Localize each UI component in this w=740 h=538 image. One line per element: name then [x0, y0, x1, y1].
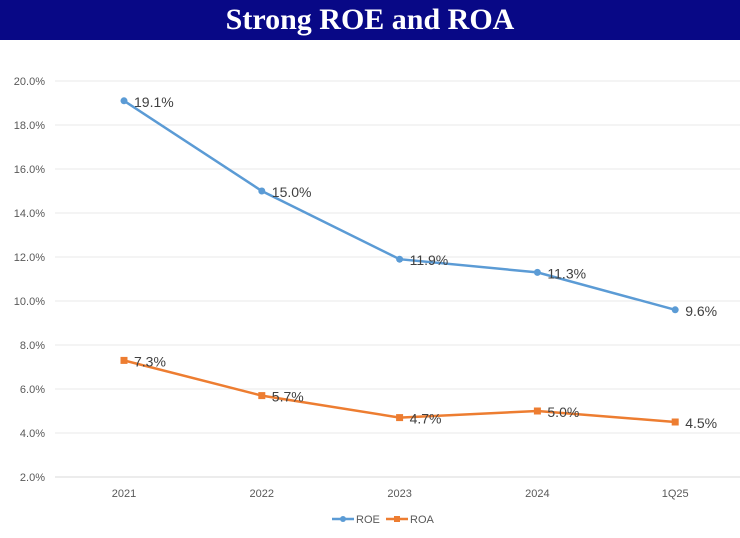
- x-tick-label: 2024: [525, 488, 549, 500]
- y-tick-label: 14.0%: [14, 208, 45, 220]
- roe-data-label: 9.6%: [685, 303, 717, 319]
- roe-point: [396, 255, 404, 263]
- roe-point: [258, 187, 266, 195]
- title-banner: Strong ROE and ROA: [0, 0, 740, 40]
- x-tick-label: 2023: [387, 488, 411, 500]
- roe-data-label: 11.3%: [547, 265, 586, 281]
- y-tick-label: 2.0%: [20, 472, 45, 484]
- roa-point: [396, 414, 404, 422]
- roe-line: [123, 99, 676, 312]
- roa-line: [123, 359, 676, 424]
- y-tick-label: 20.0%: [14, 76, 45, 88]
- roa-point: [258, 392, 266, 400]
- roe-point: [120, 97, 128, 105]
- page-title: Strong ROE and ROA: [225, 3, 515, 36]
- y-tick-label: 6.0%: [20, 384, 45, 396]
- y-tick-label: 16.0%: [14, 164, 45, 176]
- roe-data-label: 15.0%: [272, 184, 312, 200]
- x-tick-label: 1Q25: [662, 488, 689, 500]
- y-tick-label: 4.0%: [20, 428, 45, 440]
- roe-legend-label: ROE: [356, 514, 380, 526]
- x-tick-label: 2022: [250, 488, 274, 500]
- y-tick-label: 18.0%: [14, 120, 45, 132]
- x-tick-label: 2021: [112, 488, 136, 500]
- roe-data-label: 11.9%: [410, 252, 449, 268]
- roa-point: [120, 356, 128, 364]
- roa-data-label: 5.7%: [272, 389, 304, 405]
- roe-point: [533, 268, 541, 276]
- line-chart: 2.0% 4.0% 6.0% 8.0% 10.0% 12.0% 14.0% 16.0% 18.0…: [14, 76, 740, 526]
- roa-data-label: 4.7%: [410, 411, 442, 427]
- y-tick-label: 8.0%: [20, 340, 45, 352]
- roa-point: [533, 407, 541, 415]
- roa-data-label: 5.0%: [547, 404, 579, 420]
- roe-legend-marker: [340, 516, 346, 522]
- roe-point: [671, 306, 679, 314]
- roa-data-label: 4.5%: [685, 415, 717, 431]
- y-tick-label: 10.0%: [14, 296, 45, 308]
- roa-data-label: 7.3%: [134, 353, 166, 369]
- y-tick-label: 12.0%: [14, 252, 45, 264]
- roa-legend-label: ROA: [410, 514, 435, 526]
- roa-legend-marker: [394, 516, 400, 522]
- roa-point: [671, 418, 679, 426]
- roe-data-label: 19.1%: [134, 94, 174, 110]
